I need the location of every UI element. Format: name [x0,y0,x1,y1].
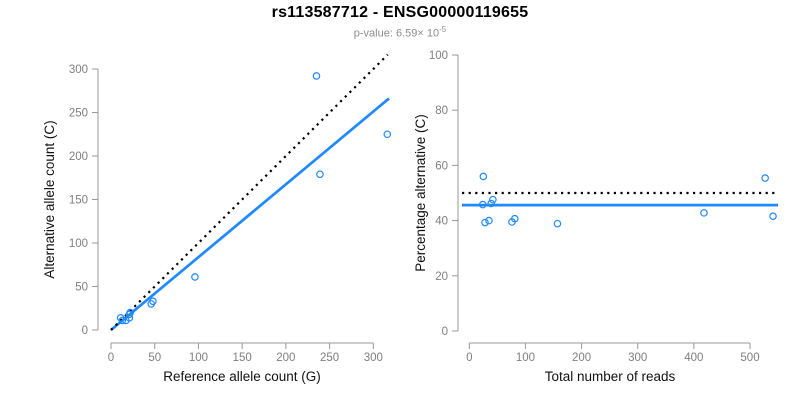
right-data-point [479,172,488,181]
pvalue-exponent: -5 [439,25,447,34]
left-y-tick-label: 200 [69,151,88,163]
right-x-tick-label: 400 [684,352,703,364]
figure-title: rs113587712 - ENSG00000119655 [271,4,529,21]
right-x-axis-title: Total number of reads [545,369,676,384]
right-y-tick-label: 80 [435,105,448,117]
right-data-point [478,200,487,209]
left-x-tick-label: 150 [233,352,252,364]
right-x-tick-label: 500 [740,352,759,364]
left-data-point [125,314,134,322]
left-data-point [383,130,392,139]
left-y-tick-label: 300 [69,64,88,76]
left-y-tick-label: 250 [69,108,88,120]
left-y-axis-title: Alternative allele count (C) [42,120,57,278]
left-data-point [118,316,127,325]
right-data-point [481,218,489,227]
right-data-point [487,199,495,208]
right-data-point [761,174,769,182]
left-data-point [126,308,135,317]
figure-subtitle: p-value: 6.59× 10-5 [0,25,800,40]
left-data-point [312,72,321,80]
left-data-point [149,297,157,306]
right-y-tick-label: 0 [442,326,448,338]
left-x-tick-label: 0 [108,352,114,364]
right-data-point [553,219,562,228]
left-x-tick-label: 200 [276,352,295,364]
right-y-tick-label: 40 [435,216,448,228]
left-x-tick-label: 250 [320,352,339,364]
left-x-axis-title: Reference allele count (G) [163,369,321,384]
right-y-tick-label: 100 [429,50,448,62]
right-data-point [510,214,519,223]
left-data-point [316,170,324,179]
right-y-axis-title: Percentage alternative (C) [413,114,428,272]
right-y-tick-label: 20 [435,271,448,283]
left-x-tick-label: 100 [189,352,208,364]
left-y-tick-label: 50 [75,282,88,294]
right-x-tick-label: 0 [466,352,472,364]
right-x-tick-label: 300 [628,352,647,364]
left-y-tick-label: 100 [69,238,88,250]
right-data-point [489,195,497,204]
pvalue-text: p-value: 6.59× 10 [353,27,440,40]
left-identity-line [110,53,389,331]
left-data-point [191,273,199,281]
left-x-tick-label: 300 [364,352,383,364]
right-data-point [700,209,708,217]
right-data-point [769,212,777,220]
left-fit-line [110,97,390,332]
right-y-tick-label: 60 [435,160,448,172]
left-y-tick-label: 0 [82,325,88,337]
left-x-tick-label: 50 [148,352,161,364]
left-y-tick-label: 150 [69,195,88,207]
right-x-tick-label: 100 [516,352,535,364]
right-x-tick-label: 200 [572,352,591,364]
right-data-point [485,216,493,225]
